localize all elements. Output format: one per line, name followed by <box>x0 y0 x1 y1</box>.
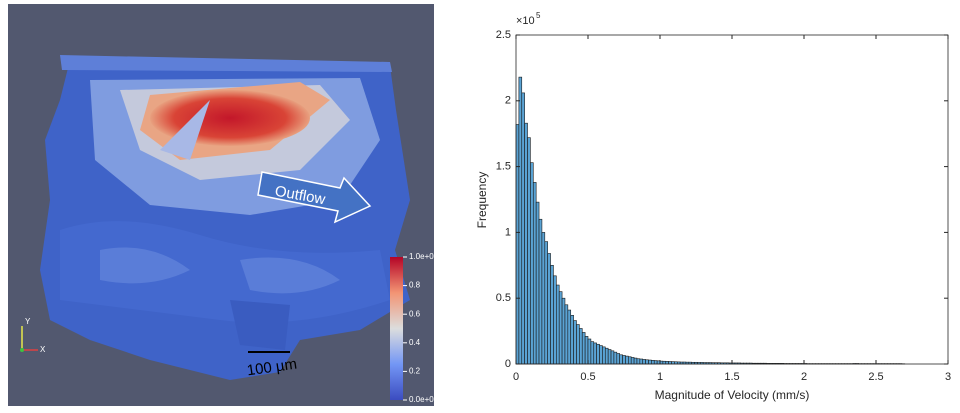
x-tick-label: 3 <box>945 371 951 383</box>
bar <box>581 332 586 365</box>
colorbar-title: U Magnitude <box>444 305 453 351</box>
bar <box>576 324 580 365</box>
bar <box>596 343 600 365</box>
bar <box>564 304 569 365</box>
bar <box>651 360 655 365</box>
bar <box>550 264 554 365</box>
bar <box>535 201 540 365</box>
bar <box>547 253 551 365</box>
x-tick-label: 2 <box>801 371 807 383</box>
bar <box>653 360 658 365</box>
axis-y-label: Y <box>25 317 31 326</box>
axis-x-label: X <box>40 345 46 354</box>
bar <box>630 357 635 365</box>
colorbar-tick-label: 0.0e+00 <box>409 395 439 404</box>
bar <box>590 341 595 365</box>
colorbar-tick-label: 0.6 <box>409 309 421 318</box>
x-axis-label: Magnitude of Velocity (mm/s) <box>655 388 810 402</box>
x-tick-label: 2.5 <box>868 371 883 383</box>
bar <box>593 342 597 365</box>
bar <box>561 297 566 365</box>
y-tick-label: 2 <box>505 95 511 107</box>
render-panel: Outflow 100 µm Y X U Magnitude 0.0e+000.… <box>8 4 453 406</box>
bar <box>625 355 629 365</box>
bar <box>524 122 528 365</box>
bar <box>616 353 620 365</box>
bar <box>610 350 615 365</box>
bar <box>570 315 574 365</box>
bar <box>521 92 525 365</box>
scale-bar-label: 100 µm <box>246 356 298 380</box>
colorbar-ticks: 0.0e+00 0.2 0.4 0.6 0.8 1.0e+00 <box>403 252 439 404</box>
bar <box>633 357 638 365</box>
bar <box>648 359 652 365</box>
bar <box>662 360 667 365</box>
bar <box>558 291 563 365</box>
colorbar-tick-label: 0.8 <box>409 281 421 290</box>
y-tick-label: 0.5 <box>496 292 511 304</box>
bar <box>628 356 632 365</box>
bar <box>538 218 543 365</box>
colorbar-tick-label: 0.2 <box>409 367 421 376</box>
x-tick-label: 1 <box>657 371 663 383</box>
bar <box>613 351 618 365</box>
bar <box>602 346 606 365</box>
x-tick-label: 1.5 <box>724 371 739 383</box>
bar <box>567 309 572 365</box>
bar <box>607 349 612 365</box>
bar <box>573 320 577 365</box>
y-tick-label: 1.5 <box>496 161 511 173</box>
bar <box>622 355 626 365</box>
bar <box>619 354 623 365</box>
bar <box>527 137 531 365</box>
y-tick-label: 0 <box>505 358 511 370</box>
x-tick-label: 0 <box>513 371 519 383</box>
bar <box>636 358 641 365</box>
colorbar-tick-label: 0.4 <box>409 338 421 347</box>
bar <box>532 182 537 365</box>
bar <box>530 162 534 365</box>
y-axis-label: Frequency <box>475 172 489 229</box>
bar <box>604 347 609 365</box>
bar <box>518 76 523 365</box>
bar <box>541 232 546 365</box>
x-tick-label: 0.5 <box>580 371 595 383</box>
bar <box>599 345 603 365</box>
bar <box>515 124 520 365</box>
bar <box>579 328 583 365</box>
y-tick-label: 1 <box>505 226 511 238</box>
bar <box>556 284 560 365</box>
bar <box>639 358 644 365</box>
bar <box>642 359 646 365</box>
bar <box>544 241 548 365</box>
bar <box>645 359 649 365</box>
y-tick-label: 2.5 <box>496 29 511 41</box>
bar <box>584 336 589 365</box>
bar <box>553 275 557 365</box>
plot-frame <box>515 34 949 365</box>
histogram: Frequency Magnitude of Velocity (mm/s) ×… <box>475 11 951 402</box>
y-scale-label: ×10 <box>516 15 535 27</box>
colorbar-tick-label: 1.0e+00 <box>409 252 439 261</box>
y-scale-exponent: 5 <box>536 11 541 20</box>
